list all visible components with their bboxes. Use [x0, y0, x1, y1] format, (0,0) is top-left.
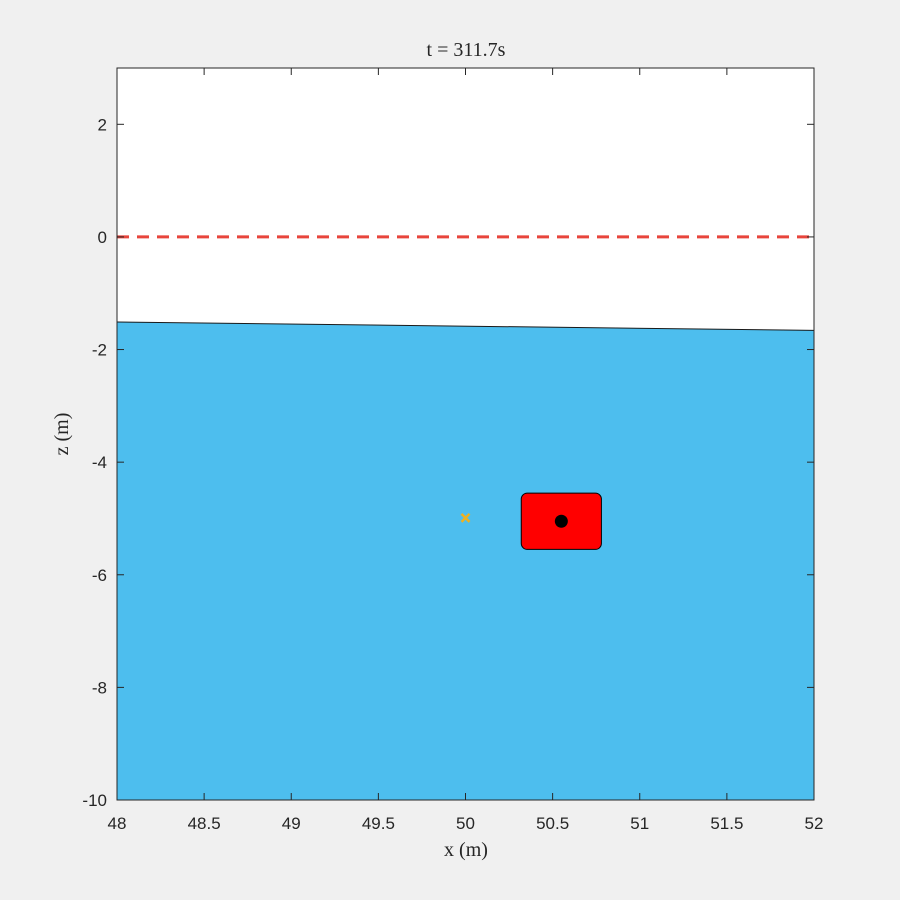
y-tick-label: 0: [98, 228, 107, 247]
y-tick-label: -4: [92, 453, 107, 472]
x-tick-label: 50: [456, 814, 475, 833]
y-tick-label: -2: [92, 341, 107, 360]
y-tick-label: -10: [82, 791, 107, 810]
water-region: [117, 321, 814, 800]
x-tick-label: 51.5: [710, 814, 743, 833]
vehicle-center-point: [554, 514, 568, 528]
x-tick-label: 48: [108, 814, 127, 833]
x-tick-label: 52: [805, 814, 824, 833]
surface-line: [116, 321, 815, 331]
x-axis-label: x (m): [444, 839, 488, 861]
x-tick-label: 49: [282, 814, 301, 833]
y-axis-ticks: 2 0 -2 -4 -6 -8 -10: [82, 115, 814, 810]
y-tick-label: -6: [92, 566, 107, 585]
y-axis-label: z (m): [51, 413, 73, 456]
y-tick-label: -8: [92, 678, 107, 697]
y-tick-label: 2: [98, 115, 107, 134]
x-tick-label: 48.5: [188, 814, 221, 833]
plot-area: [116, 67, 815, 801]
target-marker: [460, 513, 471, 523]
x-tick-label: 50.5: [536, 814, 569, 833]
chart-title: t = 311.7s: [427, 39, 506, 61]
x-axis-ticks: 48 48.5 49 49.5 50 50.5 51 51.5 52: [108, 68, 824, 833]
x-tick-label: 51: [630, 814, 649, 833]
x-tick-label: 49.5: [362, 814, 395, 833]
